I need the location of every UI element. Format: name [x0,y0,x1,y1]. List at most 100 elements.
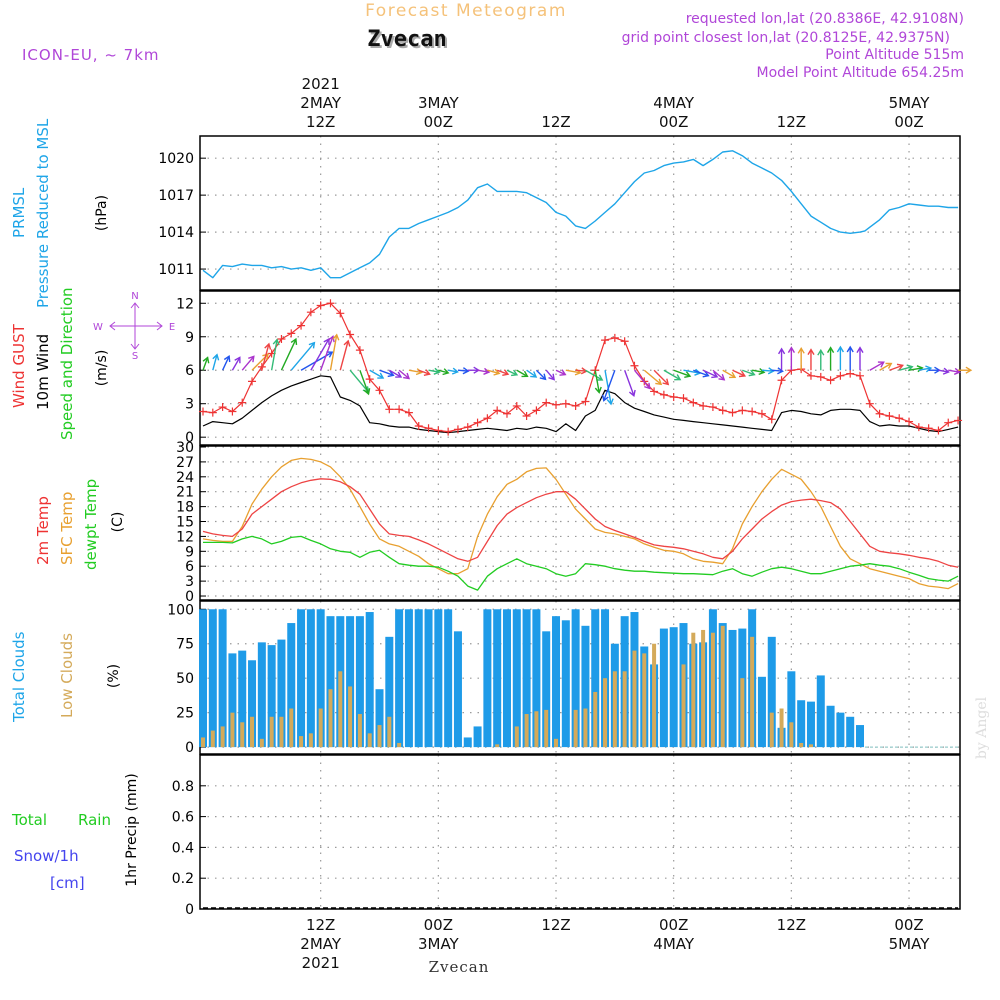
total-cloud-bar [463,737,472,748]
low-cloud-bar [269,716,274,748]
total-cloud-bar [228,653,237,748]
wind-arrow-head [521,370,529,378]
wind-arrow-head [684,371,692,378]
gust-marker [659,390,668,399]
wind-arrow-head [423,369,431,376]
compass-w: W [93,322,103,333]
compass-n: N [131,291,138,302]
y-tick-label: 75 [176,637,194,653]
y-tick-label: 3 [185,397,194,413]
total-cloud-bar [826,705,835,748]
wind-arrow [398,369,410,380]
wind-arrow [908,367,923,371]
gust-marker [620,337,629,346]
wind-arrow-head [836,345,845,353]
gust-marker [453,425,462,434]
low-cloud-bar [652,643,657,748]
wind-arrow-head [644,382,651,390]
wind-arrow-head [395,371,403,378]
total-cloud-bar [757,676,766,748]
low-cloud-bar [622,671,627,748]
wind-arrow-head [877,361,885,368]
total-cloud-bar [424,609,433,748]
total-cloud-bar [365,612,374,748]
wind-arrow-head [628,389,636,397]
wind-arrow-head [234,356,241,364]
wind-arrow-head [308,341,316,349]
wind-unit-label: (m/s) [94,350,110,387]
wind-arrow-head [332,333,340,341]
gust-marker [463,423,472,432]
gust-marker [512,401,521,410]
time-label-top: 00Z [424,113,453,131]
wind-panel: 0 3 6 9 12 [176,290,973,446]
gust-marker [581,397,590,406]
y-tick-label: 25 [176,706,194,722]
total-cloud-bar [581,625,590,748]
total-cloud-bar [659,628,668,748]
wind-arrow [603,369,616,401]
wind-arrow [261,343,270,371]
dewpt-label: dewpt Temp [82,479,100,570]
total-cloud-bar [395,609,404,748]
low-cloud-bar [740,678,745,748]
wind-arrow-head [767,367,775,375]
y-tick-label: 3 [185,574,194,590]
wind-arrow-head [674,374,682,381]
temp2m-label: 2m Temp [34,496,52,565]
gust-marker [218,403,227,412]
wind-arrow [280,338,297,371]
time-label-top: 2021 [302,75,340,93]
time-label-bottom: 3MAY [418,935,460,953]
gust-marker [954,416,963,425]
wind-arrow-head [343,339,351,347]
low-cloud-bar [583,708,588,748]
total-cloud-bar [797,700,806,748]
wind-arrow [270,339,278,371]
gust-marker [532,406,541,415]
wind-arrow [771,369,783,372]
gust-marker [924,424,933,433]
sfc-temp-line [202,457,959,590]
point-altitude: Point Altitude 515m [825,47,964,63]
wind-arrow [448,369,458,373]
wind-arrow-head [377,372,385,379]
gust-marker [502,409,511,418]
low-cloud-bar [338,671,343,748]
gust-marker [816,372,825,381]
total-cloud-bar [306,609,315,748]
wind-arrow [585,369,603,381]
wind-arrow-head [711,371,719,379]
wind-arrow-head [493,368,501,376]
y-tick-label: 9 [185,330,194,346]
wind-arrow-head [655,378,663,386]
gust-marker [385,405,394,414]
y-tick-label: 0.2 [172,871,194,887]
wind-arrow-head [548,373,555,381]
direction-label: Speed and Direction [58,287,76,440]
wind-arrow [938,369,949,373]
gust-marker [767,415,776,424]
total-cloud-bar [444,609,453,748]
gust-marker [601,336,610,345]
low-cloud-bar [250,716,255,748]
time-label-top: 12Z [306,113,335,131]
wind-arrow-head [896,363,904,371]
gust-marker [238,398,247,407]
gust-marker [728,408,737,417]
low-cloud-bar [681,664,686,748]
time-label-top: 5MAY [889,94,931,112]
y-tick-label: 1011 [158,262,194,278]
gust-marker [199,407,207,416]
gust-marker [846,369,855,378]
wind-arrow-head [328,335,335,343]
gust-marker [444,427,453,436]
wind-arrow [742,369,755,376]
low-cloud-bar [769,712,774,748]
total-cloud-bar [404,609,413,748]
wind-arrow-head [942,367,950,375]
wind-arrow [869,361,885,371]
gust-marker [944,418,953,427]
